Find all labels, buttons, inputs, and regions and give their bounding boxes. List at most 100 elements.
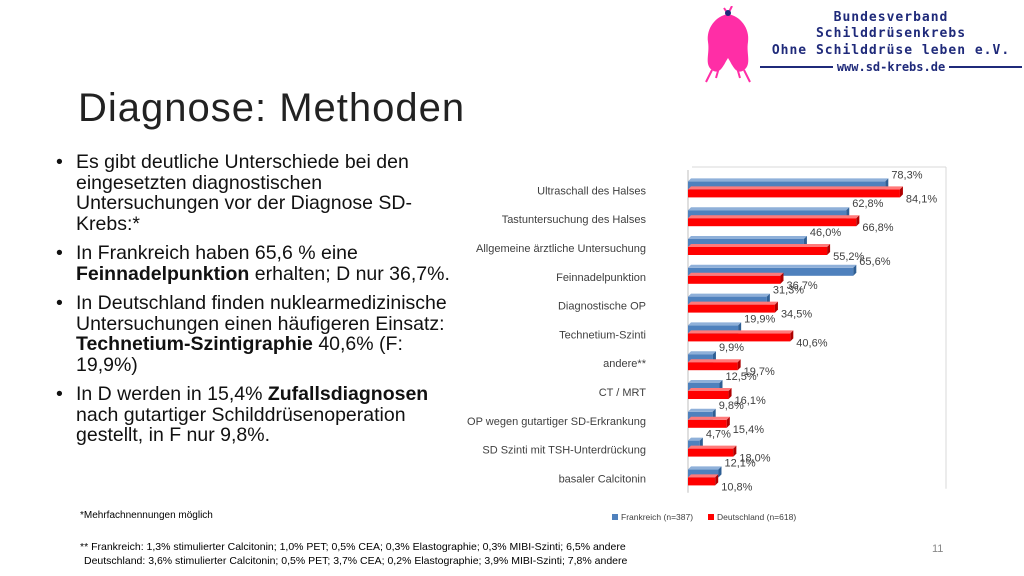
data-label: 34,5% [781,309,812,321]
bullet-emphasis: Feinnadelpunktion [76,262,250,285]
legend-swatch [708,514,714,520]
data-label: 12,1% [724,457,755,469]
legend-label: Deutschland (n=618) [717,512,796,522]
bar-deutschland [688,419,727,428]
bullet-text: nach gutartiger Schilddrüsenoperation ge… [76,403,406,446]
bar-frankreich [688,440,700,449]
bar-deutschland [688,218,857,227]
bar-deutschland [688,448,734,457]
bullet-item: In Deutschland finden nuklearmedizinisch… [56,293,456,375]
footnote-others: ** Frankreich: 1,3% stimulierter Calcito… [80,540,627,568]
data-label: 12,5% [726,371,757,383]
legend-swatch [612,514,618,520]
bar-top-face [688,215,860,219]
data-label: 9,9% [719,342,744,354]
category-label: CT / MRT [599,387,647,399]
bar-deutschland [688,189,900,198]
bar-side-face [899,186,903,198]
bullet-text: 40,6% (F: 19,9%) [76,333,403,376]
category-label: Diagnostische OP [558,301,646,313]
bar-deutschland [688,333,791,342]
bar-top-face [688,416,730,420]
category-label: basaler Calcitonin [559,473,646,485]
slide-title: Diagnose: Methoden [78,86,466,130]
legend-label: Frankreich (n=387) [621,512,693,522]
data-label: 16,1% [735,395,766,407]
bar-top-face [688,474,719,478]
bar-top-face [688,178,889,182]
page-number: 11 [932,543,944,555]
bar-top-face [688,244,831,247]
bullet-item: In Frankreich haben 65,6 % eine Feinnade… [56,243,456,284]
bar-frankreich [688,210,847,219]
divider [760,66,833,68]
bar-top-face [688,322,742,326]
bar-side-face [728,388,732,399]
bullet-list: Es gibt deutliche Unterschiede bei den e… [56,152,456,455]
bar-deutschland [688,391,729,399]
bar-frankreich [688,267,854,276]
category-label: Tastuntersuchung des Halses [502,214,647,226]
category-label: OP wegen gutartiger SD-Erkrankung [467,416,646,428]
data-label: 62,8% [852,198,883,210]
bar-top-face [688,388,732,391]
bar-side-face [790,330,794,342]
bar-top-face [688,351,716,355]
bar-side-face [718,466,722,478]
org-website: www.sd-krebs.de [760,59,1022,75]
category-label: andere** [603,358,647,370]
data-label: 15,4% [733,424,764,436]
category-label: Ultraschall des Halses [537,185,646,197]
website-link[interactable]: www.sd-krebs.de [836,60,946,74]
bar-top-face [688,380,723,383]
bullet-item: In D werden in 15,4% Zufallsdiagnosen na… [56,384,456,446]
bullet-text: In Deutschland finden nuklearmedizinisch… [76,292,447,335]
bullet-text: In D werden in 15,4% [76,383,268,405]
thyroid-logo [705,6,751,83]
data-label: 46,0% [810,227,841,239]
bar-top-face [688,466,722,470]
bar-top-face [688,264,857,268]
bar-side-face [733,445,737,457]
data-label: 31,3% [773,285,804,297]
bullet-text: In Frankreich haben 65,6 % eine [76,242,358,264]
org-name: Bundesverband Schilddrüsenkrebs [815,10,967,41]
data-label: 65,6% [859,256,890,268]
bar-top-face [688,330,794,334]
bar-side-face [856,215,860,227]
bar-frankreich [688,181,886,190]
data-label: 78,3% [891,169,922,181]
bar-top-face [688,186,903,190]
data-label: 36,7% [786,280,817,292]
bar-top-face [688,359,741,363]
bullet-emphasis: Zufallsdiagnosen [267,383,429,405]
organization-header: Bundesverband Schilddrüsenkrebs Ohne Sch… [760,10,1022,75]
category-label: Allgemeine ärztliche Untersuchung [476,243,646,255]
divider [949,66,1022,68]
bar-top-face [688,437,703,441]
bar-side-face [780,272,784,284]
category-label: SD Szinti mit TSH-Unterdrückung [482,445,646,457]
footnote-france: ** Frankreich: 1,3% stimulierter Calcito… [80,541,626,553]
footnote-germany: Deutschland: 3,6% stimulierter Calcitoni… [84,555,628,567]
bar-frankreich [688,383,720,391]
data-label: 19,9% [744,313,775,325]
bar-frankreich [688,469,719,478]
chart-legend: Frankreich (n=387) Deutschland (n=618) [612,512,796,522]
bar-side-face [715,474,719,486]
data-label: 66,8% [862,222,893,234]
bar-frankreich [688,411,713,420]
chart-category-labels: Ultraschall des Halses Tastuntersuchung d… [467,185,647,485]
bar-frankreich [688,325,739,334]
bar-side-face [853,264,857,276]
bar-deutschland [688,304,775,313]
bar-top-face [688,236,807,239]
bullet-text: erhalten; D nur 36,7%. [249,262,450,285]
data-label: 9,8% [719,400,744,412]
data-label: 4,7% [706,429,731,441]
bar-top-face [688,301,778,305]
bar-side-face [827,244,831,255]
category-label: Technetium-Szinti [559,329,646,341]
bullet-item: Es gibt deutliche Unterschiede bei den e… [56,152,456,234]
